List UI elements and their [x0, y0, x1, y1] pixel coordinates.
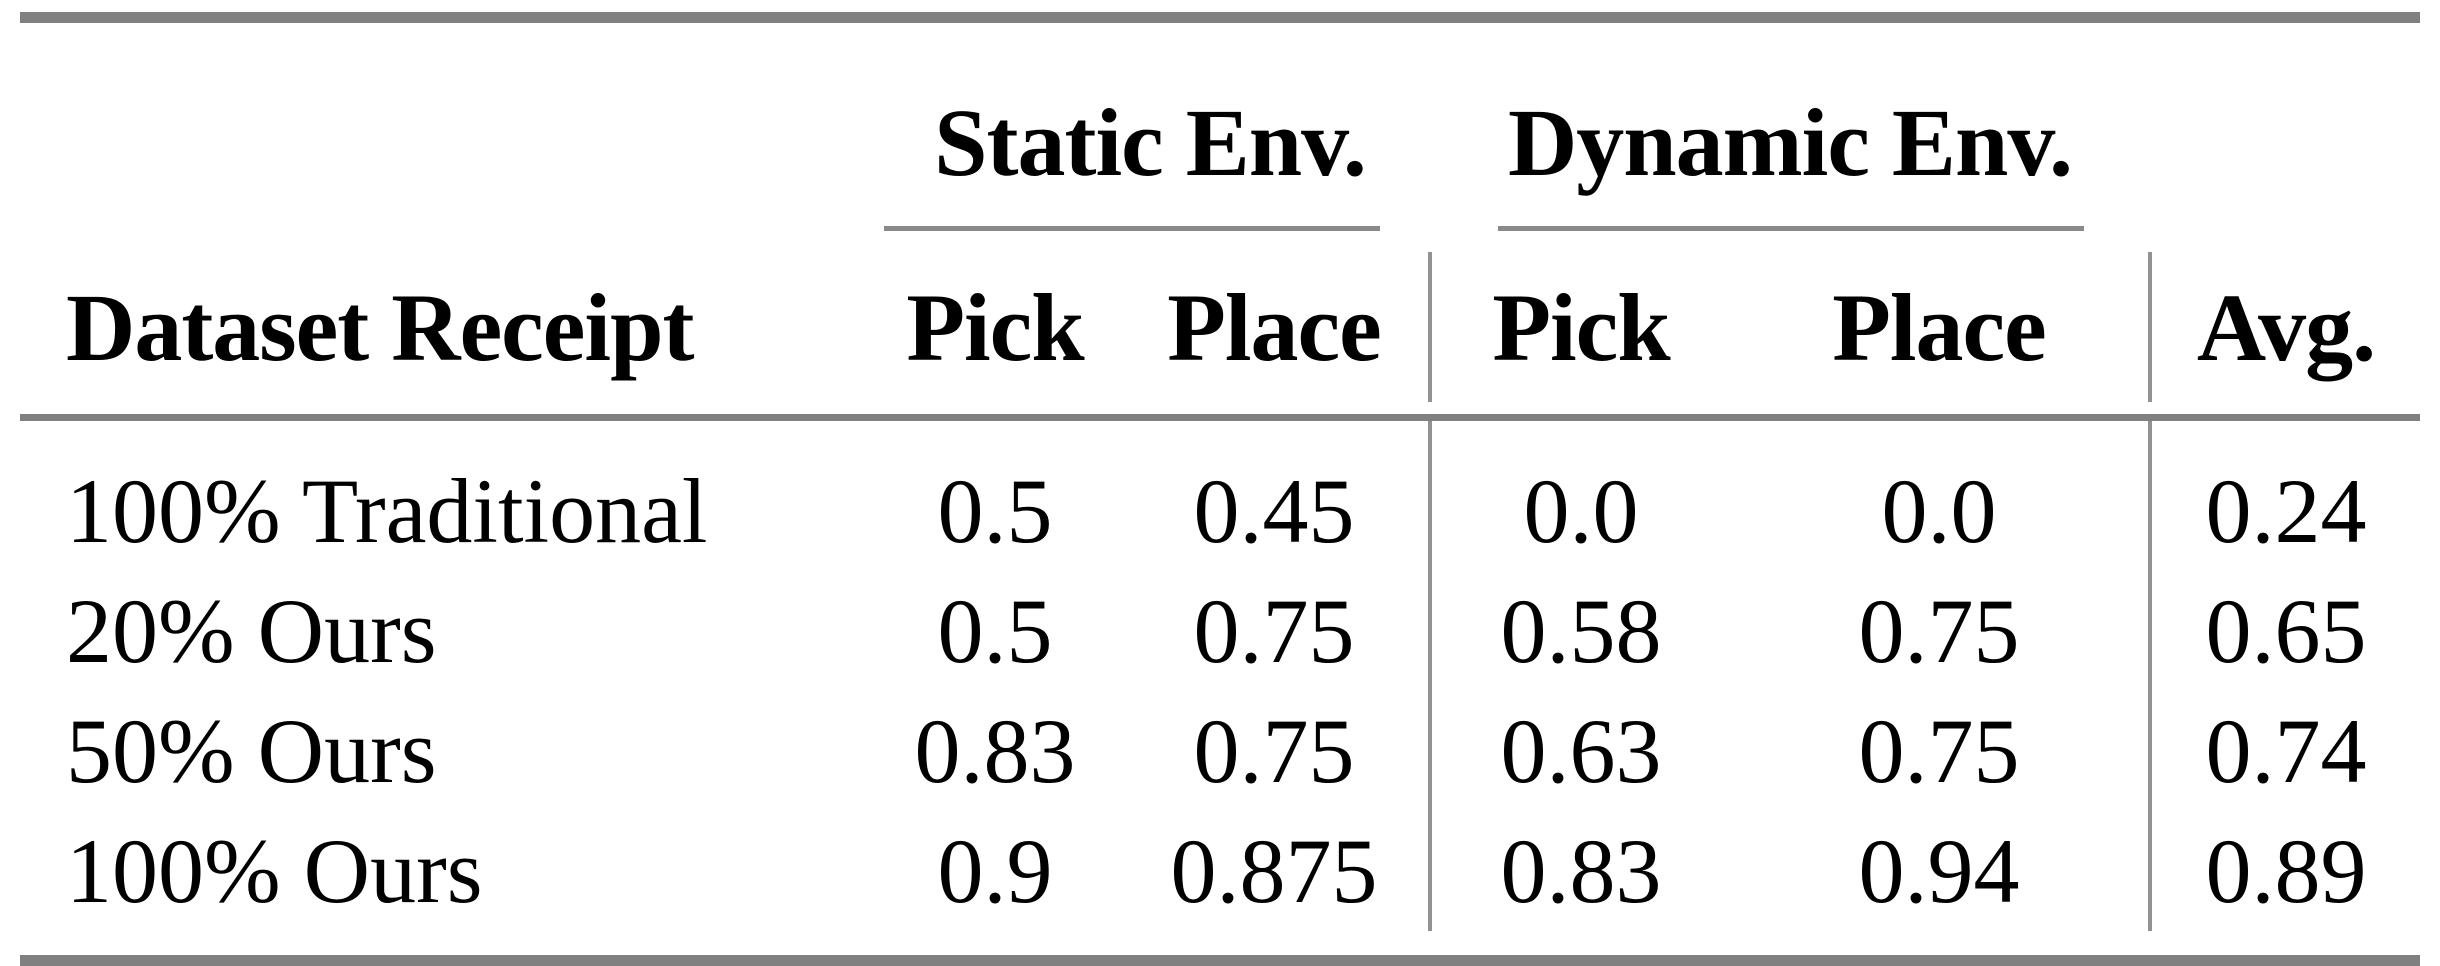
- cell-avg: 0.65: [2148, 571, 2420, 691]
- cell-static-pick: 0.83: [914, 700, 1076, 802]
- cell-dynamic-place: 0.0: [1881, 460, 1997, 562]
- cell-static-place: 0.75: [1193, 580, 1355, 682]
- midrule: [20, 414, 2420, 421]
- gap-row: [20, 402, 2420, 414]
- cmidrule-static: [884, 226, 1380, 231]
- table-row: 20% Ours 0.5 0.75 0.58 0.75 0.65: [20, 571, 2420, 691]
- top-rule: [20, 12, 2420, 23]
- cell-dynamic-place: 0.75: [1858, 700, 2020, 802]
- cell-static-pick: 0.5: [937, 460, 1053, 562]
- cell-dynamic-place: 0.94: [1858, 820, 2020, 922]
- col-header-avg: Avg.: [2148, 252, 2420, 402]
- cmidrule-row: [20, 226, 2420, 252]
- cell-static-place: 0.45: [1193, 460, 1355, 562]
- col-header-dynamic-place: Place: [1832, 273, 2047, 381]
- cell-dataset: 20% Ours: [66, 580, 437, 682]
- bottom-rule: [20, 955, 2420, 966]
- col-header-static-pick: Pick: [906, 273, 1084, 381]
- cell-dynamic-place: 0.75: [1858, 580, 2020, 682]
- column-header-row: Dataset Receipt Pick Place Pick Place Av…: [20, 252, 2420, 402]
- cell-static-pick: 0.5: [937, 580, 1053, 682]
- cell-dynamic-pick: 0.58: [1428, 571, 1730, 691]
- gap-row: [20, 421, 2420, 451]
- cell-dataset: 50% Ours: [66, 700, 437, 802]
- col-header-dataset-receipt: Dataset Receipt: [66, 273, 694, 381]
- group-header-spacer: [2150, 23, 2420, 226]
- bottom-rule-row: [20, 955, 2420, 966]
- cell-dynamic-pick: 0.83: [1428, 811, 1730, 931]
- table-row: 100% Ours 0.9 0.875 0.83 0.94 0.89: [20, 811, 2420, 931]
- group-header-row: Static Env. Dynamic Env.: [20, 23, 2420, 226]
- column-group-dynamic-env: Dynamic Env.: [1507, 89, 2073, 196]
- cell-static-place: 0.875: [1170, 820, 1378, 922]
- results-table: Static Env. Dynamic Env. Dataset Receipt…: [20, 12, 2420, 966]
- cell-dataset: 100% Traditional: [66, 460, 708, 562]
- cell-avg: 0.74: [2148, 691, 2420, 811]
- col-header-static-place: Place: [1167, 273, 1382, 381]
- cell-avg: 0.24: [2148, 451, 2420, 571]
- cell-static-pick: 0.9: [937, 820, 1053, 922]
- cmidrule-dynamic: [1498, 226, 2084, 231]
- gap-row: [20, 931, 2420, 955]
- table-row: 50% Ours 0.83 0.75 0.63 0.75 0.74: [20, 691, 2420, 811]
- cell-dynamic-pick: 0.0: [1428, 451, 1730, 571]
- cell-static-place: 0.75: [1193, 700, 1355, 802]
- column-group-static-env: Static Env.: [934, 89, 1367, 196]
- top-rule-row: [20, 12, 2420, 23]
- col-header-dynamic-pick: Pick: [1428, 252, 1730, 402]
- cell-dataset: 100% Ours: [66, 820, 483, 922]
- cell-avg: 0.89: [2148, 811, 2420, 931]
- cell-dynamic-pick: 0.63: [1428, 691, 1730, 811]
- midrule-row: [20, 414, 2420, 421]
- group-header-spacer: [20, 23, 870, 226]
- table-row: 100% Traditional 0.5 0.45 0.0 0.0 0.24: [20, 451, 2420, 571]
